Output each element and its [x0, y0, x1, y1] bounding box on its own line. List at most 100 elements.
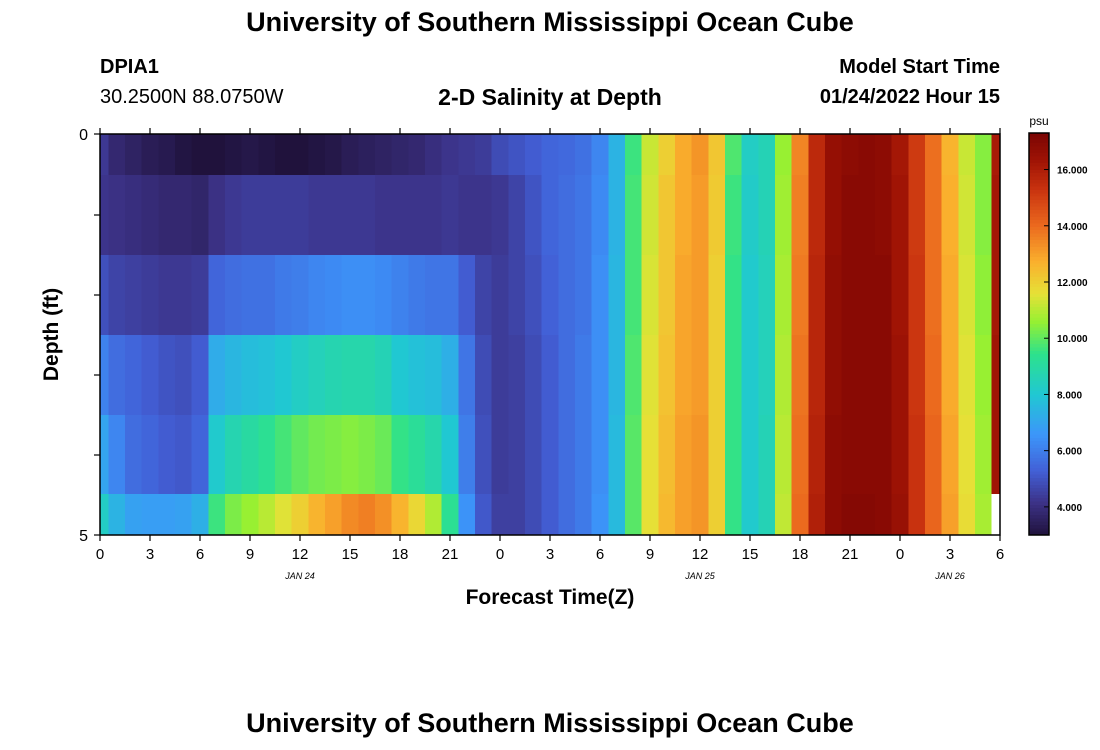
heatmap-cell: [691, 134, 709, 175]
heatmap-cell: [325, 175, 343, 255]
heatmap-cell: [358, 494, 376, 535]
heatmap-cell: [191, 335, 209, 415]
heatmap-cell: [625, 415, 643, 494]
footer-title: University of Southern Mississippi Ocean…: [246, 708, 854, 738]
colorbar-segment: [1029, 370, 1049, 375]
heatmap-cell: [208, 335, 226, 415]
heatmap-cell: [825, 415, 843, 494]
heatmap-cell: [991, 175, 1001, 255]
heatmap-cell: [875, 175, 893, 255]
colorbar-segment: [1029, 277, 1049, 281]
heatmap-cell: [100, 415, 109, 494]
heatmap-cell: [775, 415, 793, 494]
heatmap-cell: [341, 494, 359, 535]
x-tick-label: 15: [342, 546, 359, 563]
colorbar-segment: [1029, 394, 1049, 399]
heatmap-cell: [991, 134, 1001, 175]
colorbar-segment: [1029, 437, 1049, 442]
heatmap-cell: [375, 415, 393, 494]
colorbar-segment: [1029, 313, 1049, 318]
heatmap-cell: [375, 335, 393, 415]
heatmap-cell: [358, 335, 376, 415]
colorbar-segment: [1029, 216, 1049, 221]
colorbar: psu 4.000 6.000 8.000 10.000 12.000 14.000 16.0…: [1028, 114, 1088, 536]
heatmap-cell: [658, 335, 676, 415]
colorbar-segment: [1029, 427, 1049, 432]
colorbar-segment: [1029, 434, 1049, 439]
colorbar-segment: [1029, 390, 1049, 395]
heatmap-cell: [175, 494, 193, 535]
x-tick-label: 0: [96, 546, 104, 563]
heatmap-cell: [825, 494, 843, 535]
colorbar-segment: [1029, 213, 1049, 218]
heatmap-cell: [258, 175, 276, 255]
heatmap-cell: [408, 335, 426, 415]
heatmap-cell: [975, 175, 993, 255]
colorbar-segment: [1029, 273, 1049, 278]
colorbar-segment: [1029, 478, 1049, 482]
heatmap-cell: [291, 415, 309, 494]
heatmap-cell: [241, 415, 259, 494]
heatmap-cell: [491, 255, 509, 335]
heatmap-cell: [125, 175, 143, 255]
heatmap-cell: [258, 335, 276, 415]
x-tick-label: 0: [496, 546, 504, 563]
heatmap-cell: [458, 494, 476, 535]
heatmap-cell: [158, 415, 176, 494]
heatmap-cell: [575, 134, 593, 175]
colorbar-segment: [1029, 250, 1049, 255]
heatmap-cell: [525, 494, 543, 535]
heatmap-cell: [375, 175, 393, 255]
colorbar-segment: [1029, 243, 1049, 248]
heatmap-cell: [575, 175, 593, 255]
heatmap-cell: [425, 175, 443, 255]
colorbar-segment: [1029, 139, 1049, 144]
colorbar-segment: [1029, 404, 1049, 409]
heatmap-cell: [191, 255, 209, 335]
colorbar-tick-label: 14.000: [1057, 222, 1088, 233]
heatmap-cell: [441, 335, 459, 415]
heatmap-cell: [425, 134, 443, 175]
heatmap-cell: [158, 494, 176, 535]
colorbar-segment: [1029, 143, 1049, 147]
colorbar-tick-label: 4.000: [1057, 503, 1082, 514]
heatmap-cell: [475, 494, 493, 535]
colorbar-segment: [1029, 364, 1049, 369]
heatmap-cell: [991, 255, 1001, 335]
heatmap-cell: [941, 494, 959, 535]
heatmap-cell: [825, 255, 843, 335]
colorbar-segment: [1029, 374, 1049, 379]
heatmap-cells: [100, 134, 1001, 535]
colorbar-frame: [1028, 132, 1050, 536]
heatmap-cell: [191, 415, 209, 494]
heatmap-cell: [100, 335, 109, 415]
colorbar-segment: [1029, 457, 1049, 462]
heatmap-cell: [975, 134, 993, 175]
colorbar-segment: [1029, 230, 1049, 235]
colorbar-segment: [1029, 240, 1049, 245]
heatmap-cell: [725, 134, 743, 175]
heatmap-cell: [125, 415, 143, 494]
heatmap-cell: [558, 415, 576, 494]
heatmap-cell: [441, 415, 459, 494]
heatmap-cell: [275, 175, 293, 255]
colorbar-segment: [1029, 411, 1049, 415]
heatmap-cell: [858, 134, 876, 175]
colorbar-segment: [1029, 484, 1049, 489]
x-tick-label: 3: [546, 546, 554, 563]
heatmap-cell: [925, 494, 943, 535]
colorbar-segment: [1029, 384, 1049, 389]
heatmap-cell: [175, 415, 193, 494]
heatmap-cell: [841, 494, 859, 535]
colorbar-tick-label: 8.000: [1057, 390, 1082, 401]
heatmap-cell: [308, 494, 326, 535]
heatmap-cell: [758, 255, 776, 335]
heatmap-cell: [325, 134, 343, 175]
heatmap-cell: [591, 415, 609, 494]
heatmap-cell: [941, 134, 959, 175]
heatmap-cell: [275, 415, 293, 494]
heatmap-cell: [958, 175, 976, 255]
heatmap-cell: [791, 175, 809, 255]
heatmap-cell: [591, 255, 609, 335]
